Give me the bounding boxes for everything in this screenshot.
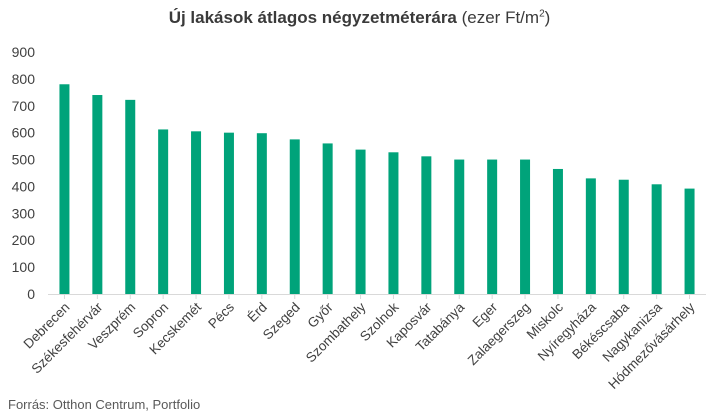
- bar: [421, 156, 432, 294]
- bar: [355, 149, 366, 294]
- y-tick-label: 500: [12, 152, 36, 168]
- y-tick-label: 100: [12, 259, 36, 275]
- y-tick-label: 0: [27, 286, 35, 302]
- y-tick-label: 200: [12, 232, 36, 248]
- bar: [256, 133, 267, 294]
- y-tick-label: 600: [12, 125, 36, 141]
- bar: [388, 152, 399, 294]
- bar: [684, 188, 695, 294]
- bar: [618, 179, 629, 294]
- y-tick-label: 800: [12, 71, 36, 87]
- y-tick-label: 300: [12, 205, 36, 221]
- chart-title-close: ): [544, 8, 551, 27]
- bar: [92, 95, 103, 295]
- bar: [223, 132, 234, 294]
- bar: [322, 143, 333, 294]
- bar: [552, 168, 563, 294]
- chart-title-unit: (ezer Ft/m: [456, 8, 540, 27]
- x-tick-label: Szeged: [260, 300, 303, 343]
- source-note: Forrás: Otthon Centrum, Portfolio: [8, 397, 201, 412]
- chart-title-main: Új lakások átlagos négyzetméterára: [168, 8, 457, 27]
- y-tick-label: 900: [12, 44, 36, 60]
- x-tick-label: Érd: [245, 300, 270, 325]
- bar: [454, 159, 465, 294]
- y-tick-label: 700: [12, 98, 36, 114]
- bar: [487, 159, 498, 294]
- bar: [289, 139, 300, 294]
- chart-title: Új lakások átlagos négyzetméterára (ezer…: [0, 8, 719, 28]
- bar: [585, 178, 596, 294]
- bar: [651, 184, 662, 294]
- bar: [520, 159, 531, 294]
- chart-title-superscript: 2: [539, 8, 545, 20]
- bar: [59, 84, 70, 295]
- bar: [125, 99, 136, 295]
- bar: [158, 129, 169, 294]
- y-tick-label: 400: [12, 178, 36, 194]
- x-tick-label: Pécs: [205, 299, 237, 331]
- bar: [191, 131, 202, 294]
